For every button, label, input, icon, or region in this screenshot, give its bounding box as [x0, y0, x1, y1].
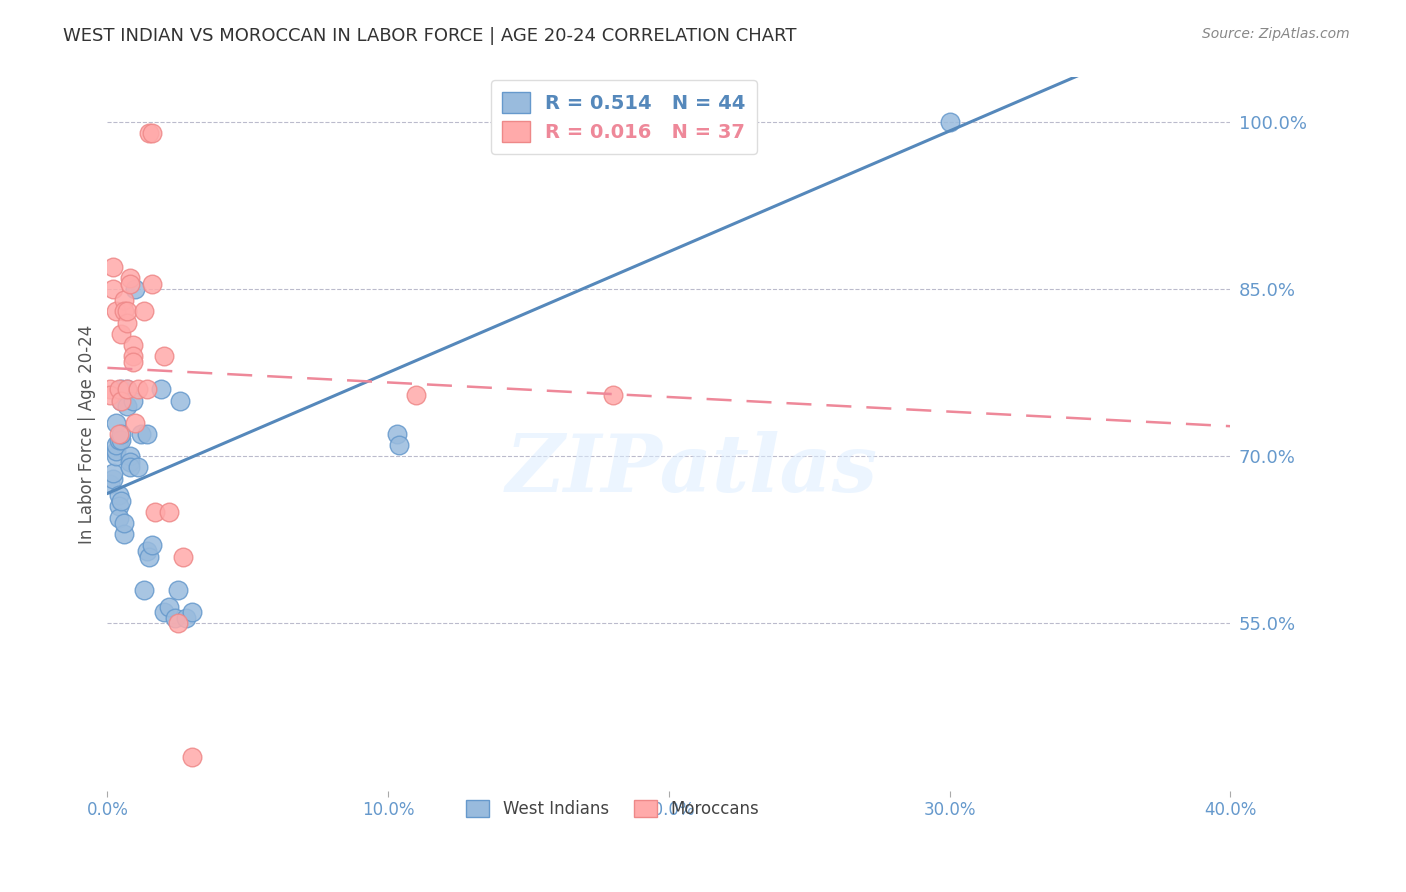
Point [98, 383, 121, 397]
Text: Source: ZipAtlas.com: Source: ZipAtlas.com [1202, 27, 1350, 41]
Point [112, 527, 135, 541]
Point [141, 277, 163, 291]
Text: ZIPatlas: ZIPatlas [505, 431, 877, 508]
Point [135, 427, 157, 442]
Point [121, 349, 143, 363]
Point [152, 605, 174, 619]
Point [180, 605, 202, 619]
Point [118, 271, 141, 285]
Point [121, 354, 143, 368]
Point [110, 393, 132, 408]
Point [110, 433, 132, 447]
Point [523, 115, 546, 129]
Point [104, 416, 127, 430]
Point [110, 393, 132, 408]
Point [112, 293, 135, 308]
Point [138, 126, 160, 140]
Point [157, 505, 180, 519]
Point [138, 549, 160, 564]
Point [129, 427, 152, 442]
Point [124, 282, 146, 296]
Point [112, 516, 135, 531]
Point [124, 416, 146, 430]
Point [118, 455, 141, 469]
Point [602, 388, 624, 402]
Point [127, 460, 149, 475]
Point [98, 388, 121, 402]
Point [121, 338, 143, 352]
Point [104, 443, 127, 458]
Point [385, 427, 408, 442]
Point [132, 582, 155, 597]
Point [149, 383, 172, 397]
Point [115, 304, 138, 318]
Point [169, 393, 191, 408]
Point [135, 383, 157, 397]
Point [110, 326, 132, 341]
Point [101, 260, 124, 274]
Point [121, 393, 143, 408]
Text: WEST INDIAN VS MOROCCAN IN LABOR FORCE | AGE 20-24 CORRELATION CHART: WEST INDIAN VS MOROCCAN IN LABOR FORCE |… [63, 27, 797, 45]
Point [107, 500, 129, 514]
Point [174, 611, 197, 625]
Legend: West Indians, Moroccans: West Indians, Moroccans [460, 794, 766, 825]
Point [110, 383, 132, 397]
Point [180, 750, 202, 764]
Y-axis label: In Labor Force | Age 20-24: In Labor Force | Age 20-24 [79, 325, 96, 543]
Point [938, 115, 960, 129]
Point [107, 433, 129, 447]
Point [1303, 383, 1326, 397]
Point [101, 466, 124, 480]
Point [104, 450, 127, 464]
Point [166, 582, 188, 597]
Point [143, 505, 166, 519]
Point [118, 277, 141, 291]
Point [98, 477, 121, 491]
Point [104, 304, 127, 318]
Point [104, 438, 127, 452]
Point [115, 316, 138, 330]
Point [152, 349, 174, 363]
Point [101, 282, 124, 296]
Point [141, 126, 163, 140]
Point [135, 544, 157, 558]
Point [115, 399, 138, 413]
Point [141, 538, 163, 552]
Point [118, 450, 141, 464]
Point [110, 427, 132, 442]
Point [115, 383, 138, 397]
Point [118, 460, 141, 475]
Point [163, 611, 186, 625]
Point [172, 549, 194, 564]
Point [110, 494, 132, 508]
Point [157, 599, 180, 614]
Point [101, 472, 124, 486]
Point [107, 488, 129, 502]
Point [115, 383, 138, 397]
Point [127, 383, 149, 397]
Point [107, 427, 129, 442]
Point [166, 616, 188, 631]
Point [107, 383, 129, 397]
Point [388, 438, 411, 452]
Point [132, 304, 155, 318]
Point [107, 510, 129, 524]
Point [405, 388, 427, 402]
Point [112, 304, 135, 318]
